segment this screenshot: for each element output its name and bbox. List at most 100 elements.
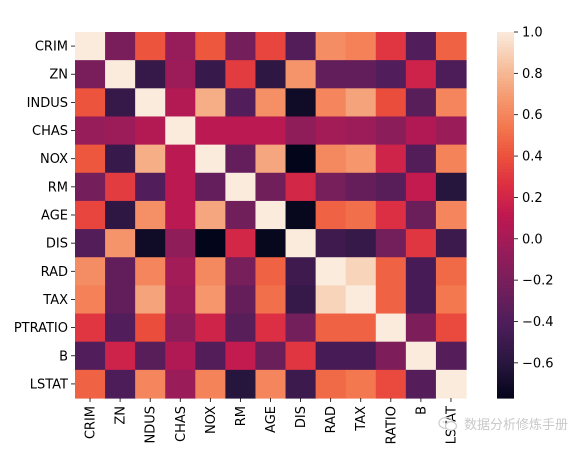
heatmap-cell-zn-rad: [315, 60, 347, 89]
heatmap-cell-nox-rm: [225, 144, 257, 174]
heatmap-cell-chas-ptratio: [375, 116, 407, 146]
heatmap-cell-nox-crim: [75, 144, 106, 174]
y-tick-label: DIS: [46, 237, 68, 252]
heatmap-cell-rad-dis: [285, 257, 317, 286]
colorbar-tick-label: 0.0: [522, 232, 543, 247]
heatmap-cell-rm-dis: [285, 172, 317, 202]
heatmap-cell-indus-ptratio: [375, 88, 407, 118]
heatmap-cell-b-indus: [135, 341, 166, 371]
heatmap-cell-b-tax: [345, 341, 377, 371]
colorbar-segment: [497, 324, 514, 329]
colorbar-segment: [497, 221, 514, 225]
heatmap-cell-ptratio-nox: [195, 313, 226, 343]
heatmap-cell-lstat-zn: [105, 369, 136, 399]
colorbar-segment: [497, 65, 514, 70]
heatmap-cell-b-lstat: [435, 341, 467, 371]
heatmap-cell-b-dis: [285, 341, 317, 371]
heatmap-cell-indus-lstat: [435, 88, 467, 118]
heatmap-cell-crim-chas: [165, 32, 196, 61]
heatmap-cell-rm-crim: [75, 172, 106, 202]
colorbar-segment: [497, 211, 514, 216]
y-tick-label: TAX: [42, 293, 68, 308]
heatmap-cell-dis-ptratio: [375, 229, 407, 258]
heatmap-cell-b-chas: [165, 341, 196, 371]
colorbar-segment: [497, 105, 514, 109]
heatmap-cell-ptratio-crim: [75, 313, 106, 343]
heatmap-cell-lstat-nox: [195, 369, 226, 399]
heatmap-cell-chas-zn: [105, 116, 136, 146]
heatmap-cell-crim-rad: [315, 32, 347, 61]
heatmap-cell-chas-rm: [225, 116, 257, 146]
x-tick-label: RAD: [324, 406, 339, 433]
heatmap-cell-chas-rad: [315, 116, 347, 146]
heatmap-cell-nox-lstat: [435, 144, 467, 174]
colorbar-segment: [497, 144, 514, 149]
heatmap-cell-indus-zn: [105, 88, 136, 118]
colorbar-segment: [497, 330, 514, 335]
heatmap-cell-dis-nox: [195, 229, 226, 258]
heatmap-cell-rm-lstat: [435, 172, 467, 202]
heatmap-cell-b-nox: [195, 341, 226, 371]
colorbar-segment: [497, 196, 514, 201]
heatmap-cell-age-zn: [105, 200, 136, 230]
colorbar-segment: [497, 349, 514, 353]
colorbar-segment: [497, 35, 514, 39]
colorbar-tick-label: −0.2: [522, 274, 554, 289]
colorbar-segment: [497, 190, 514, 195]
heatmap-cell-zn-ptratio: [375, 60, 407, 89]
colorbar-segment: [497, 208, 514, 213]
colorbar-segment: [497, 132, 514, 137]
colorbar-segment: [497, 202, 514, 207]
colorbar-tick-label: −0.4: [522, 315, 554, 330]
colorbar-segment: [497, 269, 514, 274]
heatmap-cell-dis-crim: [75, 229, 106, 258]
heatmap-cell-zn-zn: [105, 60, 136, 89]
heatmap-cell-rad-age: [255, 257, 287, 286]
heatmap-cell-dis-age: [255, 229, 287, 258]
colorbar-segment: [497, 187, 514, 192]
colorbar-tick-label: 1.0: [522, 26, 543, 41]
heatmap-cell-crim-nox: [195, 32, 226, 61]
heatmap-cell-ptratio-rm: [225, 313, 257, 343]
x-tick-label: CHAS: [174, 406, 189, 442]
colorbar-segment: [497, 364, 514, 369]
wechat-icon: [438, 416, 458, 431]
colorbar-segment: [497, 297, 514, 301]
colorbar-segment: [497, 376, 514, 381]
heatmap-cell-dis-dis: [285, 229, 317, 258]
colorbar-segment: [497, 373, 514, 378]
watermark-text: 数据分析修炼手册: [463, 418, 568, 433]
heatmap-cell-indus-rm: [225, 88, 257, 118]
colorbar-segment: [497, 135, 514, 140]
y-tick-label: LSTAT: [30, 377, 68, 392]
colorbar-segment: [497, 282, 514, 286]
heatmap-cell-indus-tax: [345, 88, 377, 118]
heatmap-cell-zn-crim: [75, 60, 106, 89]
heatmap-cell-age-chas: [165, 200, 196, 230]
colorbar-segment: [497, 379, 514, 384]
heatmap-cell-zn-indus: [135, 60, 166, 89]
heatmap-cell-lstat-crim: [75, 369, 106, 399]
watermark: 数据分析修炼手册: [438, 414, 568, 433]
heatmap-cell-tax-rad: [315, 285, 347, 315]
heatmap-cell-tax-zn: [105, 285, 136, 315]
x-tick-label: AGE: [264, 406, 279, 433]
heatmap-cell-tax-chas: [165, 285, 196, 315]
heatmap-cell-zn-age: [255, 60, 287, 89]
colorbar-segment: [497, 80, 514, 85]
colorbar-segment: [497, 71, 514, 76]
heatmap-cell-b-ptratio: [375, 341, 407, 371]
colorbar-segment: [497, 303, 514, 308]
y-tick-label: RAD: [41, 265, 68, 280]
colorbar-segment: [497, 160, 514, 164]
heatmap-cell-lstat-lstat: [435, 369, 467, 399]
colorbar-segment: [497, 108, 514, 112]
heatmap-cell-lstat-rad: [315, 369, 347, 399]
colorbar-tick-label: 0.4: [522, 150, 543, 165]
colorbar-segment: [497, 257, 514, 262]
colorbar-segment: [497, 111, 514, 115]
heatmap-cell-indus-dis: [285, 88, 317, 118]
colorbar-segment: [497, 245, 514, 250]
heatmap-cell-rad-zn: [105, 257, 136, 286]
colorbar-segment: [497, 294, 514, 298]
